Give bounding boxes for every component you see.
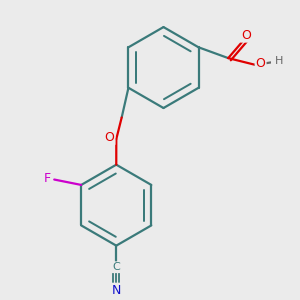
Text: O: O [256, 57, 266, 70]
Text: H: H [275, 56, 284, 66]
Text: O: O [105, 131, 115, 144]
Text: F: F [44, 172, 51, 185]
Text: C: C [112, 262, 120, 272]
Text: O: O [241, 29, 251, 42]
Text: N: N [112, 284, 121, 297]
